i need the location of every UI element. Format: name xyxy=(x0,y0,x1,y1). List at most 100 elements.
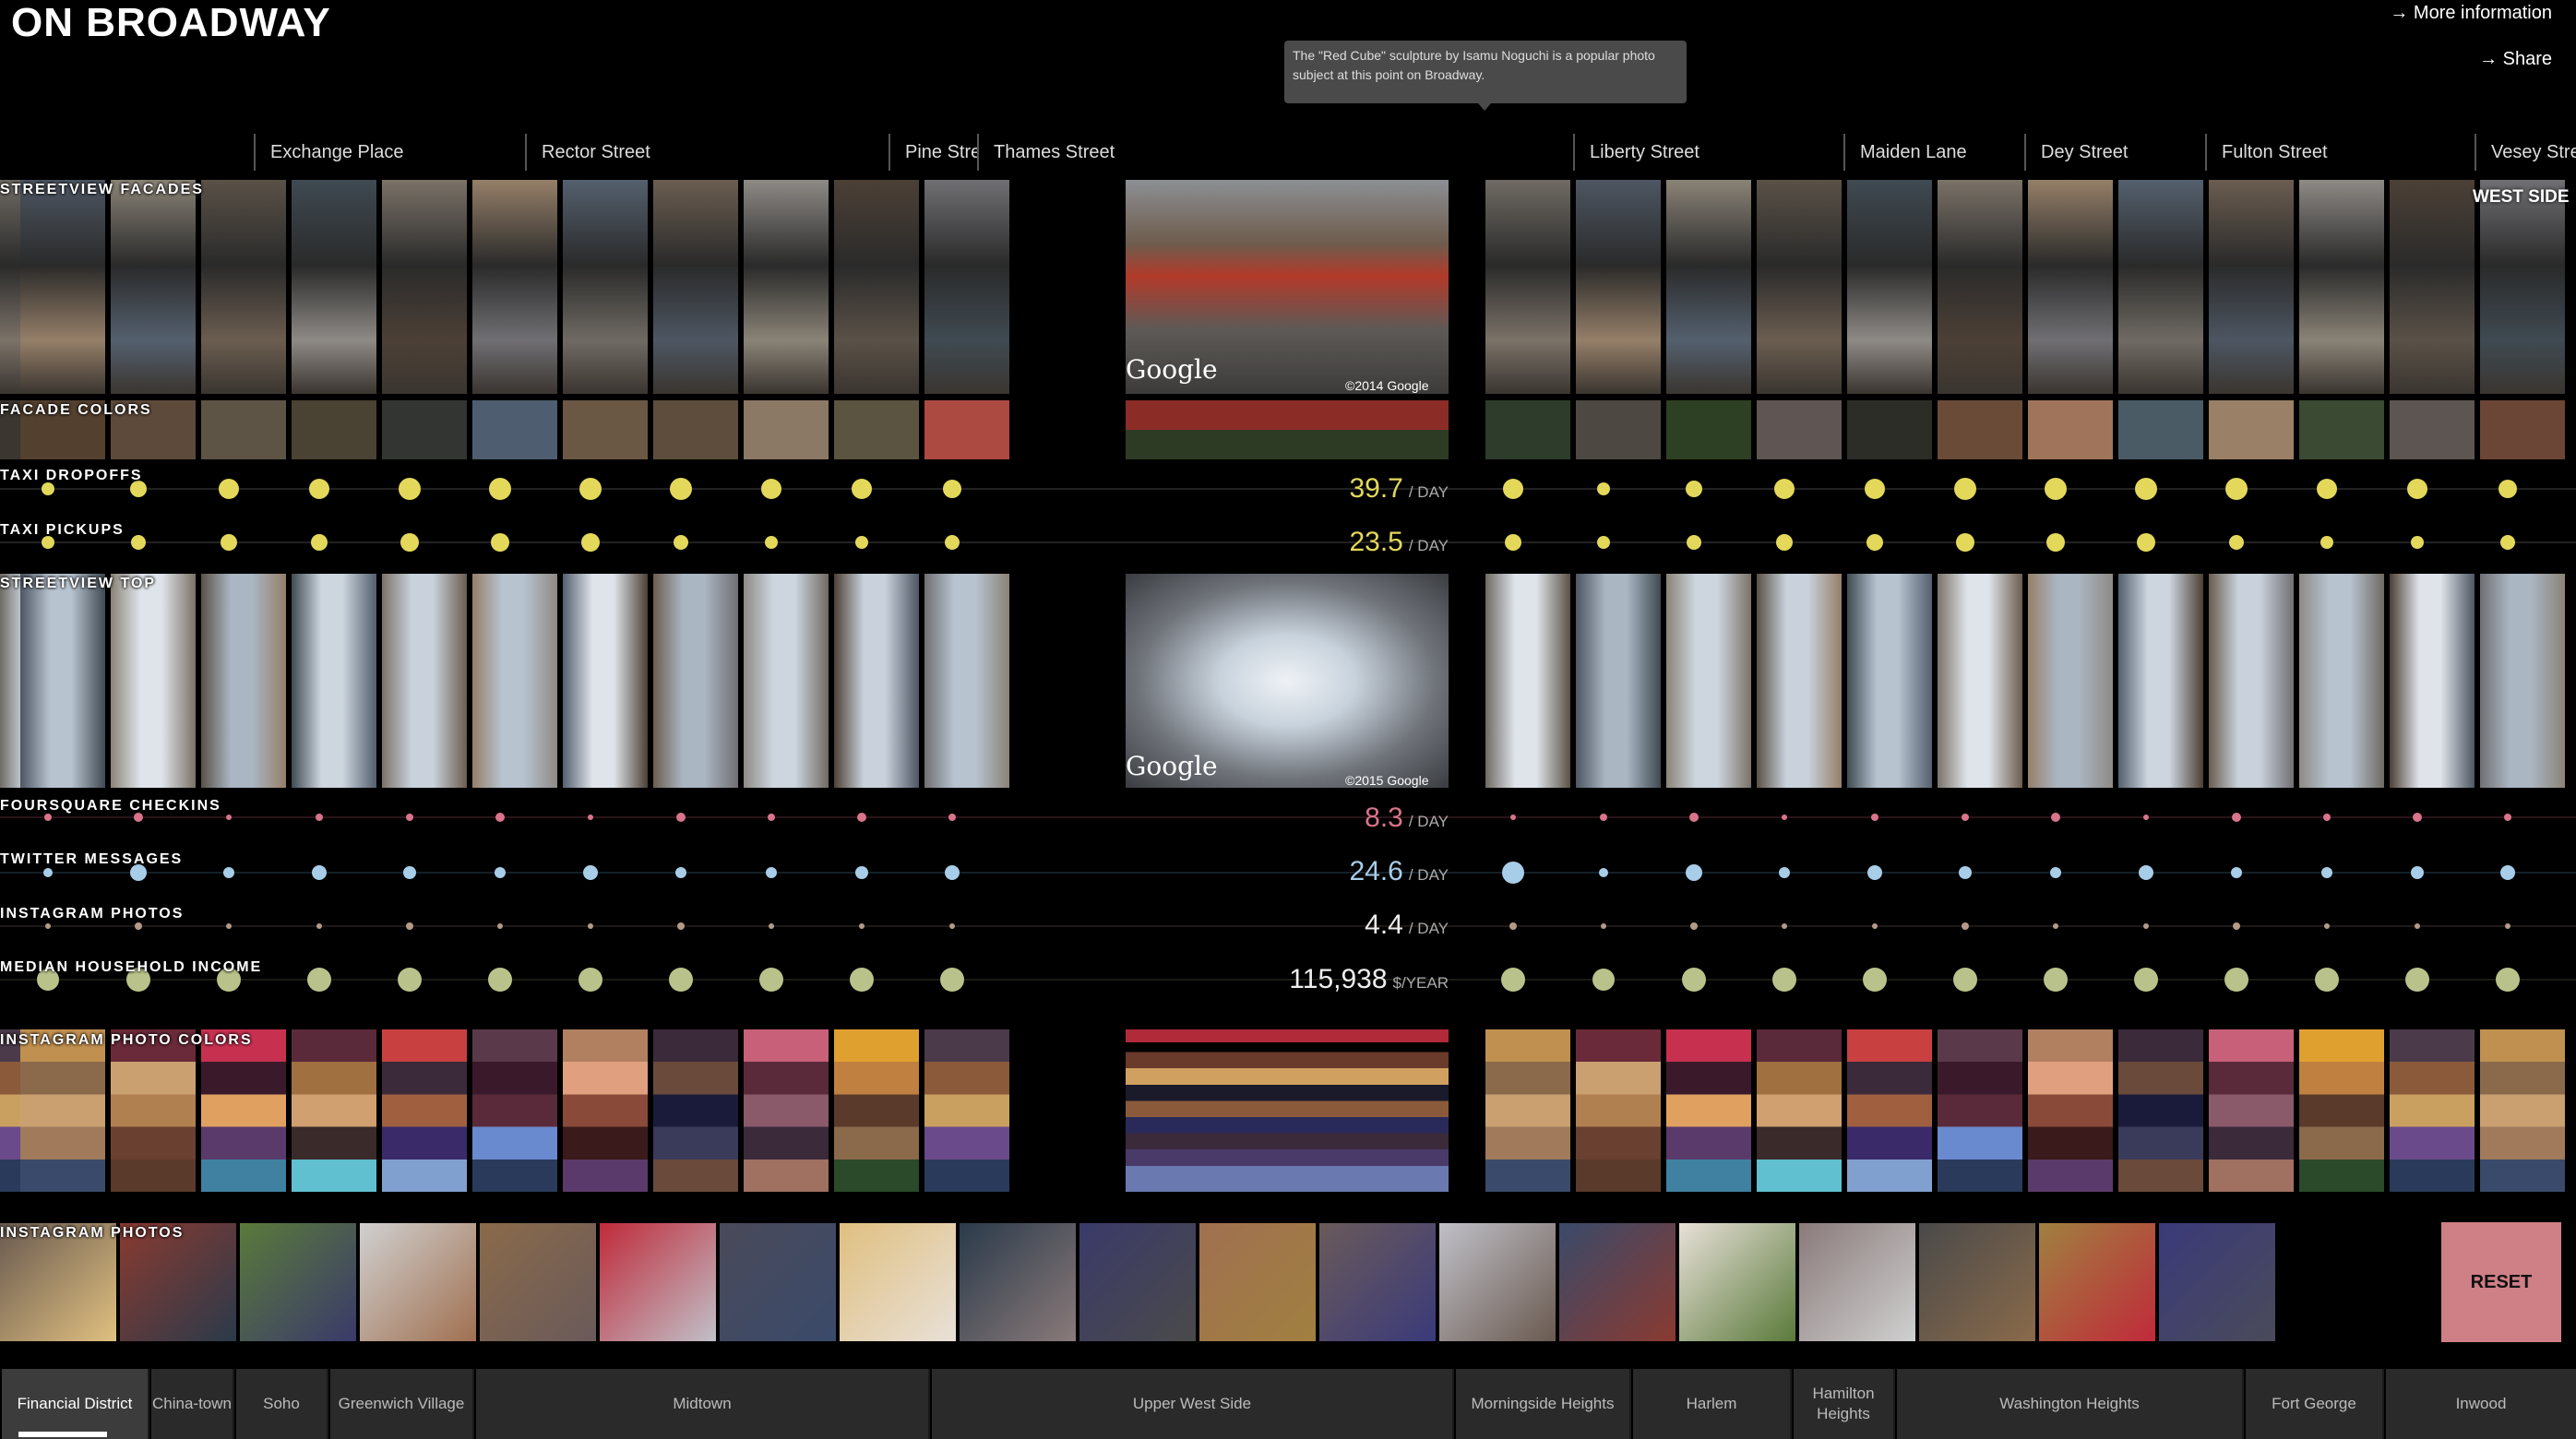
data-dot xyxy=(221,534,237,551)
facade-color-swatch xyxy=(20,400,105,459)
data-dot xyxy=(1863,968,1887,992)
nav-midtown[interactable]: Midtown xyxy=(474,1369,928,1439)
streetview-top-photo xyxy=(20,574,105,788)
data-dot xyxy=(2143,923,2149,929)
facade-color-swatch xyxy=(1576,400,1661,459)
data-dot xyxy=(309,479,329,499)
facade-color-swatch xyxy=(292,400,376,459)
data-dot xyxy=(489,478,511,500)
data-dot xyxy=(2231,867,2242,878)
nav-soho[interactable]: Soho xyxy=(234,1369,327,1439)
data-dot xyxy=(2498,480,2517,498)
instagram-photo-thumbnail xyxy=(1559,1223,1676,1341)
data-dot xyxy=(217,968,241,992)
data-dot xyxy=(2046,533,2065,552)
instagram-color-stripe xyxy=(1485,1029,1570,1192)
tooltip-arrow xyxy=(1478,103,1491,111)
data-dot xyxy=(2224,968,2248,992)
nav-greenwich-village[interactable]: Greenwich Village xyxy=(328,1369,472,1439)
row-baseline xyxy=(0,488,2576,490)
data-dot xyxy=(43,868,53,877)
data-dot xyxy=(857,813,866,822)
facade-color-swatch xyxy=(924,400,1009,459)
streetview-top-strip[interactable] xyxy=(0,574,2576,788)
instagram-photo-thumbnail xyxy=(1079,1223,1196,1341)
data-dot xyxy=(2135,478,2157,500)
row-label-taxi-dropoffs: TAXI DROPOFFS xyxy=(0,468,143,483)
row-label-streetview-facades: STREETVIEW FACADES xyxy=(0,182,204,197)
reset-button[interactable]: RESET xyxy=(2441,1222,2561,1342)
data-dot xyxy=(130,864,147,881)
instagram-photo-thumbnail xyxy=(1799,1223,1915,1341)
twitter-dots xyxy=(0,854,2576,891)
data-dot xyxy=(2415,923,2420,929)
data-dot xyxy=(766,867,777,878)
facade-photo xyxy=(834,180,919,394)
instagram-color-stripe xyxy=(653,1029,738,1192)
instagram-photos-strip[interactable] xyxy=(0,1223,2576,1345)
data-dot xyxy=(1782,923,1787,929)
nav-washington-heights[interactable]: Washington Heights xyxy=(1895,1369,2242,1439)
data-dot xyxy=(1509,922,1517,930)
data-dot xyxy=(2045,478,2067,500)
data-dot xyxy=(850,968,874,992)
street-pine-street: Pine Street xyxy=(888,134,977,171)
data-dot xyxy=(1682,968,1706,992)
streetview-top-photo xyxy=(2209,574,2294,788)
nav-harlem[interactable]: Harlem xyxy=(1631,1369,1790,1439)
streetview-facades-strip[interactable] xyxy=(0,180,2576,394)
nav-hamilton-heights[interactable]: Hamilton Heights xyxy=(1792,1369,1893,1439)
streetview-top-photo xyxy=(2480,574,2565,788)
streetview-top-photo xyxy=(1938,574,2022,788)
data-dot xyxy=(677,922,685,930)
data-dot xyxy=(855,536,868,549)
row-label-median-household-income: MEDIAN HOUSEHOLD INCOME xyxy=(0,959,263,975)
facade-photo xyxy=(744,180,829,394)
nav-inwood[interactable]: Inwood xyxy=(2384,1369,2576,1439)
data-dot xyxy=(134,813,143,822)
share-link[interactable]: → Share xyxy=(2479,49,2552,69)
data-dot xyxy=(126,968,150,992)
instagram-color-stripe xyxy=(2390,1029,2475,1192)
nav-chinatown[interactable]: China-town xyxy=(149,1369,233,1439)
facade-color-swatch xyxy=(2028,400,2113,459)
data-dot xyxy=(579,478,602,500)
instagram-photo-thumbnail xyxy=(720,1223,836,1341)
data-dot xyxy=(1872,923,1878,929)
street-maiden-lane: Maiden Lane xyxy=(1843,134,2024,171)
data-dot xyxy=(311,534,328,551)
data-dot xyxy=(943,480,961,498)
data-dot xyxy=(226,815,232,820)
data-dot xyxy=(1956,533,1974,552)
data-dot xyxy=(1865,479,1885,499)
more-information-link[interactable]: → More information xyxy=(2390,3,2552,23)
data-dot xyxy=(670,478,692,500)
data-dot xyxy=(1686,481,1702,497)
streetview-top-photo xyxy=(1666,574,1751,788)
cross-street-row: Exchange Place Rector Street Pine Street… xyxy=(0,134,2576,171)
data-dot xyxy=(2229,535,2244,550)
neighborhood-nav: Financial District China-town Soho Green… xyxy=(0,1369,2576,1439)
data-dot xyxy=(312,865,327,880)
nav-fort-george[interactable]: Fort George xyxy=(2244,1369,2382,1439)
data-dot xyxy=(676,813,686,822)
instagram-photo-thumbnail xyxy=(840,1223,956,1341)
data-dot xyxy=(491,533,509,552)
instagram-color-stripe xyxy=(1938,1029,2022,1192)
nav-financial-district[interactable]: Financial District xyxy=(0,1369,148,1439)
instagram-color-stripe xyxy=(2480,1029,2565,1192)
nav-morningside-heights[interactable]: Morningside Heights xyxy=(1454,1369,1629,1439)
instagram-color-stripe xyxy=(201,1029,286,1192)
data-dot xyxy=(1592,969,1615,991)
instagram-photo-thumbnail xyxy=(0,1223,116,1341)
nav-upper-west-side[interactable]: Upper West Side xyxy=(930,1369,1452,1439)
facade-photo xyxy=(1666,180,1751,394)
facade-color-swatch xyxy=(1485,400,1570,459)
data-dot xyxy=(1962,814,1969,821)
income-unit: $/YEAR xyxy=(1392,974,1449,992)
instagram-color-stripe xyxy=(472,1029,557,1192)
facade-photo xyxy=(1485,180,1570,394)
data-dot xyxy=(768,814,775,821)
data-dot xyxy=(131,535,146,550)
instagram-color-stripe xyxy=(1757,1029,1842,1192)
